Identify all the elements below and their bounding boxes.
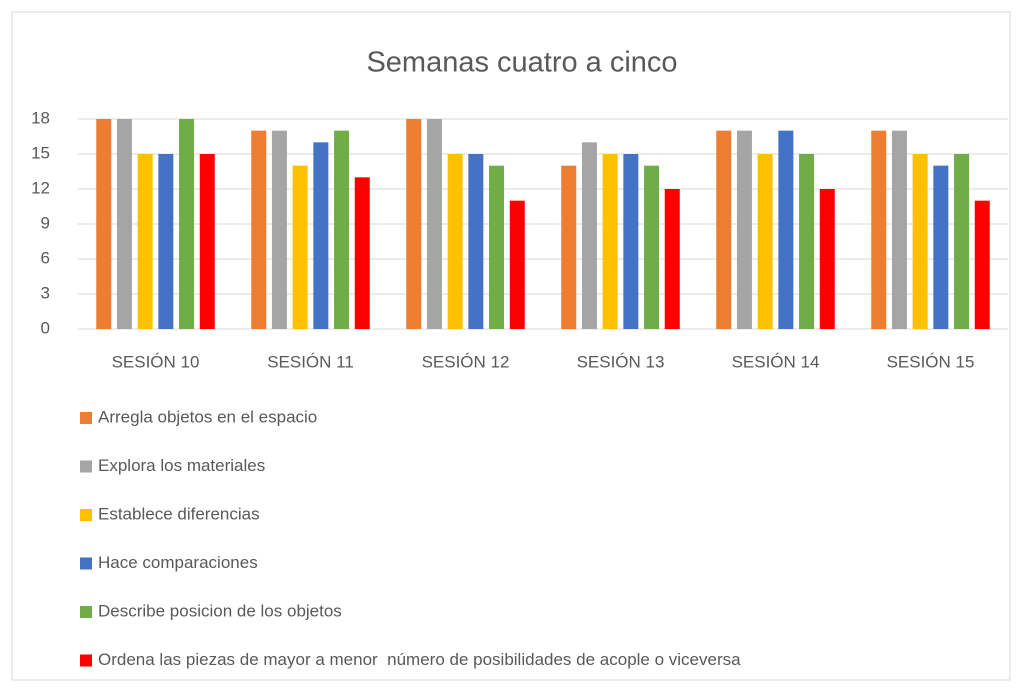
bar	[158, 154, 174, 329]
legend-swatch	[80, 557, 92, 570]
bar	[468, 154, 484, 329]
bar	[271, 130, 287, 329]
y-tick-label: 15	[31, 143, 50, 162]
bar	[933, 165, 949, 329]
bar	[974, 200, 990, 329]
legend-label: Ordena las piezas de mayor a menor númer…	[98, 650, 741, 669]
bar	[489, 165, 505, 329]
legend-label: Establece diferencias	[98, 504, 260, 523]
bar	[426, 119, 442, 329]
bar	[757, 154, 773, 329]
bar	[871, 130, 887, 329]
legend-label: Describe posicion de los objetos	[98, 601, 342, 620]
bar	[819, 189, 835, 329]
bar	[778, 130, 794, 329]
bar	[581, 142, 597, 329]
chart-title: Semanas cuatro a cinco	[366, 47, 677, 79]
y-tick-label: 0	[41, 318, 50, 337]
x-tick-label: SESIÓN 13	[577, 352, 665, 371]
bar	[179, 119, 195, 329]
bar	[716, 130, 732, 329]
bar	[736, 130, 752, 329]
bar	[447, 154, 463, 329]
x-tick-label: SESIÓN 10	[112, 352, 200, 371]
x-tick-label: SESIÓN 12	[422, 352, 510, 371]
bar	[137, 154, 153, 329]
bar	[664, 189, 680, 329]
y-tick-label: 12	[31, 178, 50, 197]
bar	[116, 119, 132, 329]
bar	[251, 130, 267, 329]
y-tick-label: 3	[41, 283, 50, 302]
legend-swatch	[80, 606, 92, 618]
legend-label: Arregla objetos en el espacio	[98, 407, 317, 426]
legend-swatch	[80, 509, 92, 521]
bar	[602, 154, 618, 329]
legend-label: Hace comparaciones	[98, 553, 258, 572]
bar	[96, 119, 112, 329]
bar	[313, 142, 329, 329]
bar	[509, 200, 525, 329]
bar	[199, 154, 215, 329]
bar	[406, 119, 422, 329]
chart-border	[11, 11, 1011, 681]
legend-swatch	[80, 460, 92, 473]
legend-swatch	[80, 412, 92, 424]
y-tick-label: 6	[41, 248, 50, 267]
x-tick-label: SESIÓN 11	[267, 352, 354, 371]
x-tick-label: SESIÓN 15	[887, 352, 975, 371]
bar	[561, 165, 577, 329]
bar	[644, 165, 660, 329]
y-tick-label: 18	[31, 108, 50, 127]
bar	[354, 177, 370, 329]
y-tick-label: 9	[41, 213, 50, 232]
bar	[292, 165, 308, 329]
legend-swatch	[80, 654, 92, 667]
bar	[799, 154, 815, 329]
x-tick-label: SESIÓN 14	[732, 352, 820, 371]
bar	[912, 154, 928, 329]
bar	[623, 154, 639, 329]
bar	[891, 130, 907, 329]
bar	[954, 154, 970, 329]
bar	[334, 130, 350, 329]
legend-label: Explora los materiales	[98, 456, 265, 475]
